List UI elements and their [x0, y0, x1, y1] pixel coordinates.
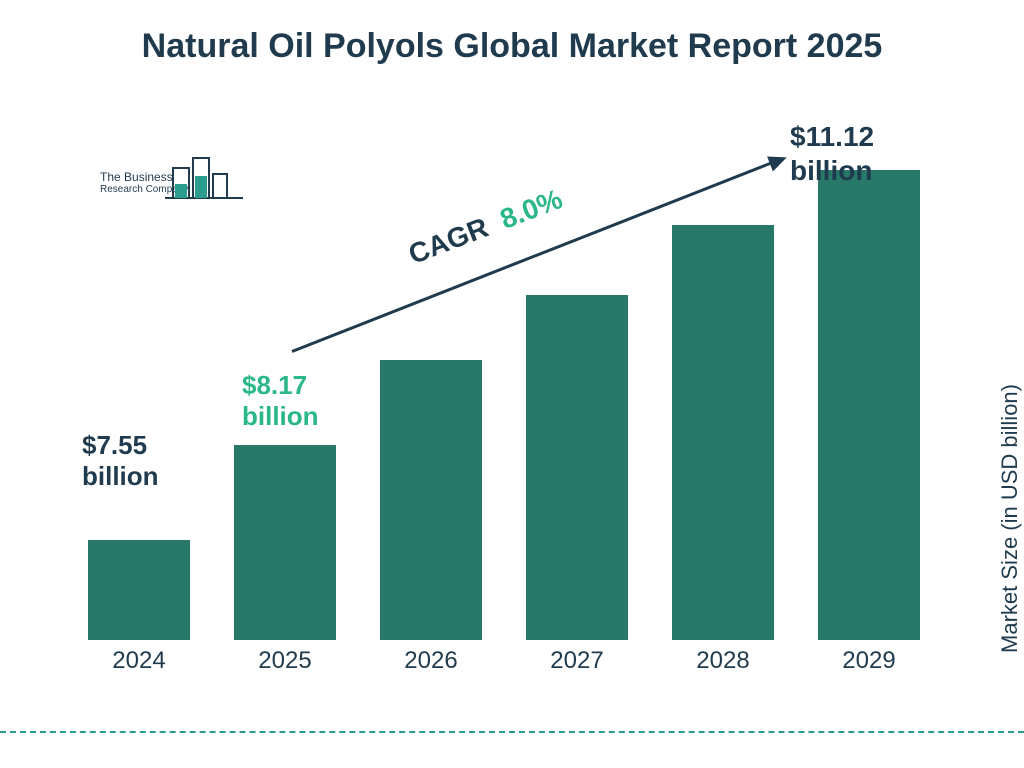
x-label-2029: 2029	[808, 647, 930, 675]
bar-2025	[234, 445, 336, 640]
bar-2027	[526, 295, 628, 640]
value-2024-unit: billion	[82, 461, 159, 491]
bar-2024	[88, 540, 190, 640]
value-label-2025: $8.17 billion	[242, 370, 319, 432]
bottom-divider	[0, 731, 1024, 733]
value-2029-amount: $11.12 billion	[790, 121, 874, 186]
y-axis-label: Market Size (in USD billion)	[997, 384, 1023, 653]
value-label-2024: $7.55 billion	[82, 430, 159, 492]
chart-title: Natural Oil Polyols Global Market Report…	[0, 25, 1024, 68]
value-2025-amount: $8.17	[242, 370, 307, 400]
x-label-2027: 2027	[516, 647, 638, 675]
bar-2026	[380, 360, 482, 640]
bar-2028	[672, 225, 774, 640]
chart-area: 2024 2025 2026 2027 2028 2029 $7.55 billion $…	[70, 140, 940, 680]
x-label-2026: 2026	[370, 647, 492, 675]
x-label-2024: 2024	[78, 647, 200, 675]
x-label-2025: 2025	[224, 647, 346, 675]
value-2024-amount: $7.55	[82, 430, 147, 460]
bar-2029	[818, 170, 920, 640]
x-label-2028: 2028	[662, 647, 784, 675]
value-2025-unit: billion	[242, 401, 319, 431]
value-label-2029: $11.12 billion	[790, 120, 940, 187]
